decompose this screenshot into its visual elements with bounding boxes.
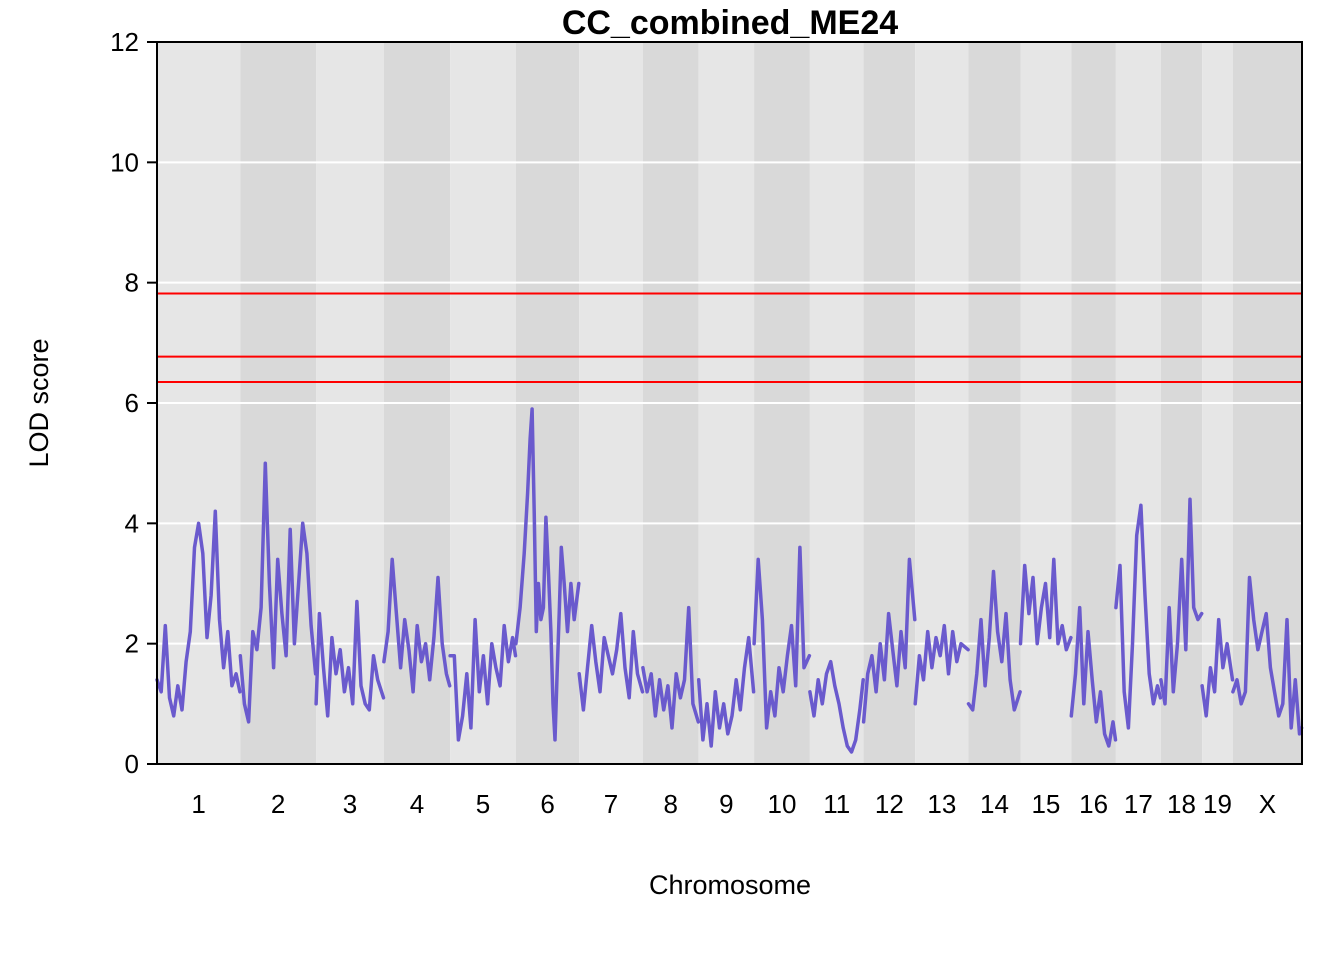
lod-line-chr-18 <box>1159 497 1204 706</box>
x-tick-label-17: 17 <box>1124 789 1153 819</box>
lod-line-chr-5 <box>448 617 518 742</box>
y-tick-label-0: 0 <box>125 749 139 779</box>
lod-line-chr-3 <box>314 599 386 718</box>
x-axis-title: Chromosome <box>649 870 811 900</box>
y-axis: 0 2 4 6 8 10 12 <box>110 27 158 779</box>
x-tick-label-12: 12 <box>875 789 904 819</box>
x-tick-label-7: 7 <box>604 789 618 819</box>
x-tick-label-X: X <box>1259 789 1276 819</box>
lod-line-chr-10 <box>752 545 812 730</box>
lod-line-chr-14 <box>966 569 1022 712</box>
x-tick-label-16: 16 <box>1079 789 1108 819</box>
x-tick-label-10: 10 <box>768 789 797 819</box>
x-tick-label-14: 14 <box>980 789 1009 819</box>
x-tick-label-15: 15 <box>1031 789 1060 819</box>
x-tick-label-6: 6 <box>540 789 554 819</box>
x-tick-label-4: 4 <box>410 789 424 819</box>
lod-line-chr-17 <box>1114 503 1163 730</box>
lod-series <box>155 407 1304 754</box>
x-tick-label-3: 3 <box>343 789 357 819</box>
lod-line-chr-2 <box>238 461 318 724</box>
y-gridlines <box>157 161 1302 645</box>
lod-line-chr-12 <box>861 557 917 724</box>
y-axis-title: LOD score <box>24 338 54 467</box>
x-tick-label-1: 1 <box>191 789 205 819</box>
x-tick-label-19: 19 <box>1203 789 1232 819</box>
y-tick-label-10: 10 <box>110 147 139 177</box>
threshold-lines <box>157 292 1302 383</box>
lod-line-chr-13 <box>913 623 970 706</box>
y-tick-label-6: 6 <box>125 388 139 418</box>
lod-line-chr-1 <box>155 509 242 718</box>
lod-line-chr-11 <box>808 659 865 754</box>
x-tick-label-2: 2 <box>271 789 285 819</box>
y-tick-label-8: 8 <box>125 268 139 298</box>
lod-line-chr-15 <box>1018 557 1073 652</box>
x-tick-label-5: 5 <box>476 789 490 819</box>
lod-line-chr-9 <box>696 635 756 748</box>
lod-line-chr-19 <box>1200 617 1235 718</box>
lod-line-chr-16 <box>1069 605 1118 748</box>
y-tick-label-12: 12 <box>110 27 139 57</box>
x-tick-label-9: 9 <box>719 789 733 819</box>
lod-line-chr-X <box>1231 575 1304 736</box>
y-tick-label-2: 2 <box>125 629 139 659</box>
lod-line-chr-4 <box>382 557 452 694</box>
lod-line-chr-6 <box>514 407 581 742</box>
x-tick-label-11: 11 <box>823 789 850 819</box>
x-tick-label-18: 18 <box>1167 789 1196 819</box>
x-tick-label-8: 8 <box>664 789 678 819</box>
x-tick-label-13: 13 <box>927 789 956 819</box>
lod-line-chr-8 <box>641 605 701 730</box>
chart-title: CC_combined_ME24 <box>562 4 898 42</box>
x-axis: 1 2 3 4 5 6 7 8 9 10 11 12 13 14 15 16 17 18 19 X <box>191 789 1276 819</box>
lod-line-chr-7 <box>577 611 645 712</box>
y-tick-label-4: 4 <box>125 508 139 538</box>
